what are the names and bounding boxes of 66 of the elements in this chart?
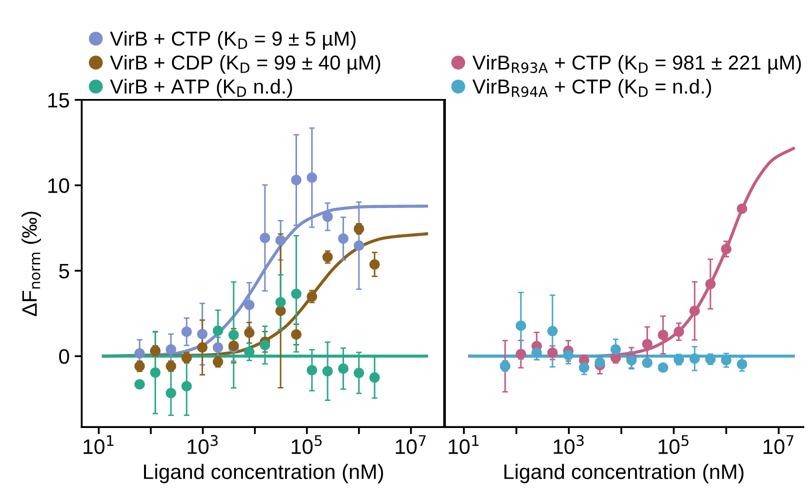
point: [306, 291, 318, 302]
point: [338, 233, 348, 244]
point: [275, 296, 286, 308]
x-tick-label: 10$^{7}$: [396, 435, 426, 454]
point: [354, 368, 364, 378]
y-tick-label: 0: [59, 349, 70, 364]
point: [291, 329, 302, 340]
point: [291, 174, 302, 186]
point: [260, 340, 270, 350]
x-tick-label: 10$^{1}$: [448, 435, 479, 454]
point: [150, 367, 161, 378]
point: [134, 379, 145, 390]
point: [369, 372, 380, 383]
point: [658, 330, 668, 340]
point: [134, 348, 145, 359]
point: [516, 320, 526, 331]
x-tick-label: 10$^{5}$: [292, 435, 322, 454]
point: [338, 363, 348, 374]
x-tick-label: 10$^{5}$: [658, 435, 688, 454]
point: [689, 353, 700, 364]
point: [610, 344, 621, 355]
point: [354, 240, 364, 251]
x-tick-label: 10$^{3}$: [554, 435, 584, 454]
y-tick-label: 5: [59, 264, 70, 278]
point: [322, 212, 333, 222]
point: [531, 348, 542, 358]
point: [547, 348, 558, 358]
point: [166, 344, 176, 355]
x-axis-title: Ligand concentration (nM): [144, 464, 384, 484]
x-axis-title: Ligand concentration (nM): [504, 464, 744, 484]
point: [642, 358, 652, 368]
y-tick-label: 15: [48, 93, 70, 108]
point: [244, 300, 254, 310]
point: [306, 172, 318, 183]
point: [197, 342, 208, 353]
legend-label: VirB + CDP (K$_{D}$ = 99 ± 40 µM): [110, 54, 380, 74]
legend-label: VirB + ATP (K$_{D}$ n.d.): [110, 78, 292, 98]
point: [705, 278, 716, 290]
point: [547, 326, 558, 336]
y-tick-label: 10: [48, 178, 70, 194]
x-tick-label: 10$^{1}$: [84, 435, 114, 454]
legend-label: VirB + CTP (K$_{D}$ = 9 ± 5 µM): [110, 31, 356, 50]
x-tick-label: 10$^{3}$: [188, 435, 218, 454]
point: [369, 259, 380, 270]
point: [689, 306, 700, 316]
point: [626, 355, 637, 366]
point: [306, 364, 318, 376]
point: [181, 381, 192, 392]
y-axis-title: ΔF$_{norm}$ (‰): [22, 212, 42, 316]
point: [736, 358, 748, 370]
point: [197, 328, 208, 340]
point: [658, 362, 668, 373]
point: [721, 244, 732, 254]
point: [736, 204, 748, 214]
point: [291, 288, 302, 299]
point: [166, 388, 176, 398]
point: [578, 362, 590, 373]
point: [260, 232, 270, 244]
point: [642, 338, 652, 350]
x-tick-label: 10$^{7}$: [764, 435, 794, 454]
legend-label: VirB$_{R94A}$ + CTP (K$_{D}$ = n.d.): [472, 78, 712, 98]
point: [322, 252, 333, 262]
point: [322, 366, 333, 376]
point: [181, 326, 192, 337]
point: [674, 326, 684, 337]
legend-label: VirB$_{R93A}$ + CTP (K$_{D}$ = 981 ± 221 µM): [472, 54, 801, 74]
